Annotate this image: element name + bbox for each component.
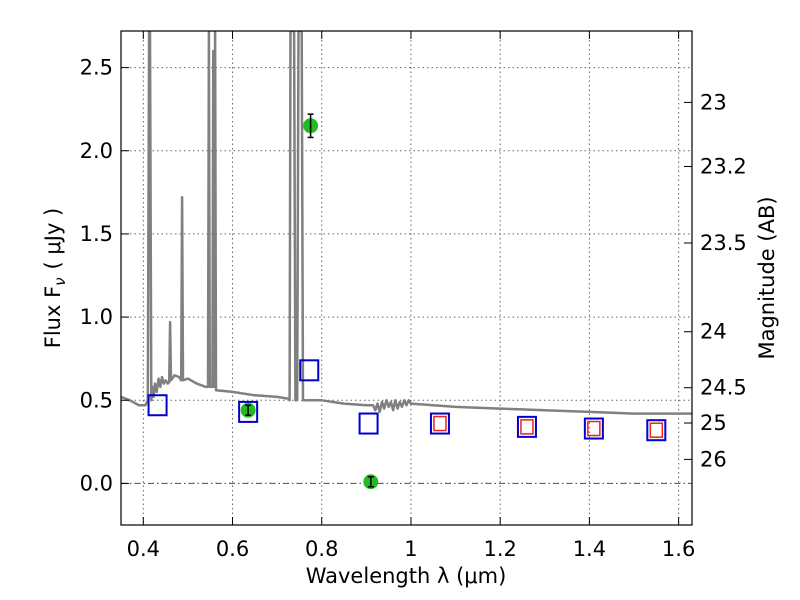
plot-background [121, 31, 692, 525]
y-tick-label: 1.0 [80, 305, 113, 329]
y-tick-label: 2.5 [80, 56, 113, 80]
y-axis-label-text: Flux F [41, 286, 65, 348]
x-tick-label: 1.2 [483, 537, 516, 561]
y-tick-label: 1.5 [80, 222, 113, 246]
y2-tick-label: 23.5 [700, 231, 747, 255]
x-axis-label: Wavelength λ (μm) [306, 564, 507, 588]
x-tick-label: 1 [404, 537, 417, 561]
y2-tick-label: 24.5 [700, 376, 747, 400]
axis-ticks: 0.4 0.6 0.8 1 1.2 1.4 1.6 0.0 0.5 1.0 1.5 2.0 2.5 23 2… [80, 31, 747, 561]
model-photometry-square [429, 412, 450, 435]
model-photometry-square [147, 394, 168, 417]
y-axis-label: Flux Fν ( μJy ) [41, 208, 69, 349]
alt-photometry-square [433, 415, 447, 432]
y-tick-label: 0.0 [80, 471, 113, 495]
alt-photometry-square [587, 420, 601, 437]
x-tick-label: 0.8 [305, 537, 338, 561]
plot-frame [120, 30, 693, 526]
y2-tick-label: 23.2 [700, 154, 747, 178]
model-spectrum [121, 31, 692, 415]
y2-tick-label: 26 [700, 447, 727, 471]
spectrum-line [121, 31, 692, 415]
model-photometry-square [646, 419, 667, 442]
y-axis-label-subscript: ν [51, 277, 69, 285]
observed-data-point [303, 113, 319, 139]
model-photometry-square [238, 400, 259, 423]
y-axis-label-unit: ( μJy ) [41, 208, 65, 270]
x-tick-label: 0.6 [216, 537, 249, 561]
model-photometry-square [358, 412, 379, 435]
y2-tick-label: 24 [700, 320, 727, 344]
svg-text:Flux Fν( μJy ): Flux Fν ( μJy ) [41, 208, 69, 349]
y-tick-label: 0.5 [80, 388, 113, 412]
x-tick-label: 1.6 [662, 537, 695, 561]
x-tick-label: 1.4 [573, 537, 606, 561]
y2-tick-label: 23 [700, 90, 727, 114]
model-photometry-square [516, 415, 537, 438]
alt-photometry-square [649, 422, 664, 438]
observed-data-point [240, 402, 256, 418]
y2-axis-label: Magnitude (AB) [755, 196, 779, 359]
alt-photometry-square [520, 419, 534, 435]
x-tick-label: 0.4 [127, 537, 160, 561]
model-photometry-square [299, 359, 320, 382]
photometry-markers [147, 113, 667, 490]
y2-tick-label: 25 [700, 411, 727, 435]
observed-data-point [363, 474, 379, 490]
model-photometry-square [583, 417, 604, 440]
y-tick-label: 2.0 [80, 139, 113, 163]
